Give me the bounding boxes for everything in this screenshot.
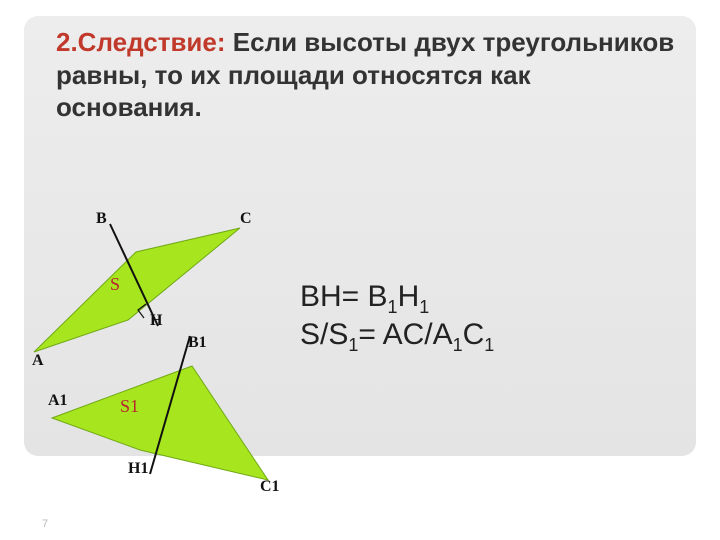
heading-lead: 2.Следствие: [56, 27, 226, 57]
formula-line1: BH= B1H1 [300, 280, 494, 318]
label-H1: H1 [128, 460, 148, 478]
f2b: = AC/A [358, 318, 452, 351]
label-H: H [150, 312, 162, 330]
label-A1: A1 [48, 392, 68, 410]
f2s1: 1 [348, 335, 358, 355]
f2s3: 1 [484, 335, 494, 355]
f1a: BH= B [300, 280, 388, 313]
f2c: C [463, 318, 485, 351]
f1s2: 1 [419, 297, 429, 317]
label-S1: S1 [120, 396, 139, 417]
label-S: S [110, 274, 120, 295]
page-number: 7 [42, 518, 48, 530]
f2a: S/S [300, 318, 348, 351]
label-A: A [32, 352, 44, 370]
f1s1: 1 [388, 297, 398, 317]
heading: 2.Следствие: Если высоты двух треугольни… [56, 26, 676, 124]
label-B1: B1 [188, 334, 207, 352]
formula-block: BH= B1H1 S/S1= AC/A1C1 [300, 280, 494, 356]
slide: 2.Следствие: Если высоты двух треугольни… [0, 0, 720, 540]
label-B: B [96, 210, 107, 228]
label-C: C [240, 210, 252, 228]
label-C1: C1 [260, 478, 280, 496]
f2s2: 1 [453, 335, 463, 355]
f1b: H [398, 280, 420, 313]
formula-line2: S/S1= AC/A1C1 [300, 318, 494, 356]
